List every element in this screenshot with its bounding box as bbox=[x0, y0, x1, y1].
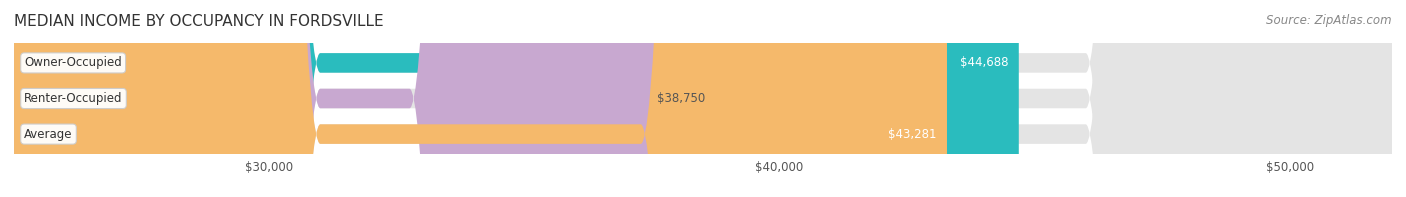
Text: Renter-Occupied: Renter-Occupied bbox=[24, 92, 122, 105]
FancyBboxPatch shape bbox=[14, 0, 1392, 197]
FancyBboxPatch shape bbox=[14, 0, 1019, 197]
FancyBboxPatch shape bbox=[14, 0, 716, 197]
Text: Owner-Occupied: Owner-Occupied bbox=[24, 56, 122, 69]
Text: $44,688: $44,688 bbox=[960, 56, 1008, 69]
Text: Source: ZipAtlas.com: Source: ZipAtlas.com bbox=[1267, 14, 1392, 27]
Text: MEDIAN INCOME BY OCCUPANCY IN FORDSVILLE: MEDIAN INCOME BY OCCUPANCY IN FORDSVILLE bbox=[14, 14, 384, 29]
FancyBboxPatch shape bbox=[14, 0, 1392, 197]
Text: $38,750: $38,750 bbox=[657, 92, 706, 105]
FancyBboxPatch shape bbox=[14, 0, 948, 197]
Text: Average: Average bbox=[24, 128, 73, 141]
Text: $43,281: $43,281 bbox=[889, 128, 936, 141]
FancyBboxPatch shape bbox=[14, 0, 1392, 197]
